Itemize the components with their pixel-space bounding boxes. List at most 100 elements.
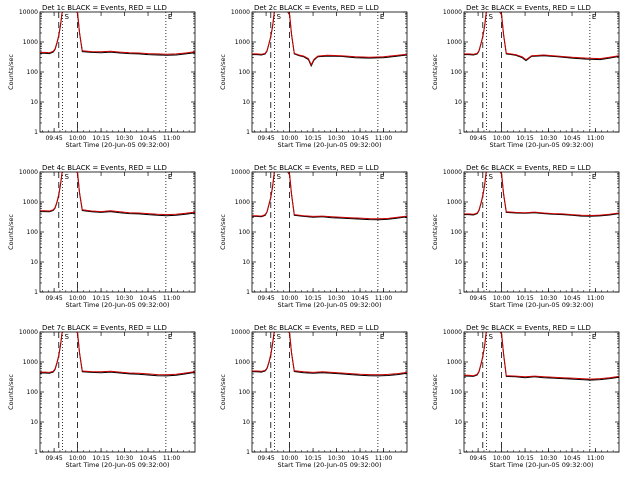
y-axis-label: Counts/sec bbox=[7, 54, 15, 90]
y-tick-label: 1000 bbox=[235, 199, 250, 206]
y-tick-label: 1 bbox=[34, 129, 38, 136]
x-tick-label: 10:00 bbox=[69, 135, 86, 142]
series-line-lld bbox=[464, 12, 619, 61]
series-line-lld bbox=[40, 172, 195, 216]
y-tick-label: 1000 bbox=[447, 359, 462, 366]
y-tick-label: 10000 bbox=[443, 9, 462, 16]
y-tick-label: 1000 bbox=[23, 199, 38, 206]
panel-2: Det 2c BLACK = Events, RED = LLD 1 10 100 10… bbox=[219, 4, 408, 149]
series-line-lld bbox=[252, 172, 407, 220]
x-tick-label: 10:15 bbox=[304, 455, 321, 462]
x-tick-label: 10:45 bbox=[351, 135, 368, 142]
y-tick-label: 1000 bbox=[23, 39, 38, 46]
x-axis-label: Start Time (20-Jun-05 09:32:00) bbox=[278, 141, 382, 149]
y-axis-label: Counts/sec bbox=[219, 374, 227, 410]
marker-label: E bbox=[380, 173, 384, 181]
y-tick-label: 100 bbox=[239, 69, 251, 76]
x-tick-label: 11:00 bbox=[163, 455, 180, 462]
x-tick-label: 10:15 bbox=[516, 135, 533, 142]
x-tick-label: 10:30 bbox=[328, 455, 345, 462]
y-tick-label: 1 bbox=[246, 449, 250, 456]
marker-label: S bbox=[65, 333, 70, 341]
x-tick-label: 10:45 bbox=[139, 135, 156, 142]
plot-frame bbox=[39, 171, 196, 293]
y-tick-label: 10 bbox=[30, 99, 38, 106]
y-tick-label: 1 bbox=[458, 129, 462, 136]
panel-1: Det 1c BLACK = Events, RED = LLD 1 10 100 10… bbox=[7, 4, 196, 149]
x-axis-label: Start Time (20-Jun-05 09:32:00) bbox=[490, 301, 594, 309]
x-tick-label: 10:30 bbox=[116, 135, 133, 142]
y-tick-label: 100 bbox=[451, 389, 463, 396]
series-group bbox=[464, 332, 619, 381]
marker-label: E bbox=[380, 13, 384, 21]
y-tick-label: 100 bbox=[239, 389, 251, 396]
x-tick-label: 10:30 bbox=[116, 295, 133, 302]
x-tick-label: 10:00 bbox=[281, 135, 298, 142]
y-tick-label: 100 bbox=[451, 69, 463, 76]
x-tick-label: 10:15 bbox=[92, 135, 109, 142]
y-tick-label: 100 bbox=[451, 229, 463, 236]
marker-label: S bbox=[489, 333, 494, 341]
y-axis-label: Counts/sec bbox=[7, 374, 15, 410]
y-tick-label: 1000 bbox=[235, 359, 250, 366]
plot-frame bbox=[39, 331, 196, 453]
panel-3: Det 3c BLACK = Events, RED = LLD 1 10 100 10… bbox=[431, 4, 620, 149]
marker-label: E bbox=[592, 13, 596, 21]
plot-frame bbox=[39, 11, 196, 133]
panel-title: Det 4c BLACK = Events, RED = LLD bbox=[42, 164, 167, 172]
x-tick-label: 10:30 bbox=[540, 455, 557, 462]
marker-label: E bbox=[168, 333, 172, 341]
x-tick-label: 10:45 bbox=[563, 295, 580, 302]
plot-frame bbox=[251, 331, 408, 453]
y-tick-label: 1 bbox=[458, 289, 462, 296]
x-tick-label: 09:45 bbox=[257, 455, 274, 462]
marker-label: S bbox=[277, 333, 282, 341]
x-tick-label: 11:00 bbox=[587, 295, 604, 302]
x-tick-label: 10:30 bbox=[328, 295, 345, 302]
marker-label: S bbox=[277, 13, 282, 21]
x-tick-label: 10:30 bbox=[328, 135, 345, 142]
y-tick-label: 10000 bbox=[231, 329, 250, 336]
x-tick-label: 10:00 bbox=[493, 135, 510, 142]
marker-label: E bbox=[592, 173, 596, 181]
x-axis-label: Start Time (20-Jun-05 09:32:00) bbox=[66, 141, 170, 149]
series-group bbox=[40, 12, 195, 56]
x-tick-label: 10:00 bbox=[69, 295, 86, 302]
x-tick-label: 10:00 bbox=[493, 295, 510, 302]
series-group bbox=[252, 12, 407, 68]
series-group bbox=[40, 332, 195, 377]
panel-5: Det 5c BLACK = Events, RED = LLD 1 10 100 10… bbox=[219, 164, 408, 309]
x-tick-label: 10:45 bbox=[139, 455, 156, 462]
x-tick-label: 09:45 bbox=[45, 455, 62, 462]
y-tick-label: 100 bbox=[27, 389, 39, 396]
panel-title: Det 3c BLACK = Events, RED = LLD bbox=[466, 4, 591, 12]
marker-label: E bbox=[380, 333, 384, 341]
series-line-lld bbox=[40, 12, 195, 55]
x-tick-label: 09:45 bbox=[257, 135, 274, 142]
marker-label: S bbox=[65, 173, 70, 181]
panel-title: Det 2c BLACK = Events, RED = LLD bbox=[254, 4, 379, 12]
y-tick-label: 10000 bbox=[443, 329, 462, 336]
plot-frame bbox=[463, 171, 620, 293]
marker-label: S bbox=[277, 173, 282, 181]
panel-7: Det 7c BLACK = Events, RED = LLD 1 10 100 10… bbox=[7, 324, 196, 469]
x-tick-label: 10:15 bbox=[304, 295, 321, 302]
x-tick-label: 10:00 bbox=[281, 295, 298, 302]
x-axis-label: Start Time (20-Jun-05 09:32:00) bbox=[278, 301, 382, 309]
y-tick-label: 10000 bbox=[19, 9, 38, 16]
x-tick-label: 11:00 bbox=[587, 455, 604, 462]
series-line-lld bbox=[464, 332, 619, 380]
y-axis-label: Counts/sec bbox=[431, 54, 439, 90]
y-tick-label: 10 bbox=[454, 419, 462, 426]
y-axis-label: Counts/sec bbox=[219, 214, 227, 250]
y-tick-label: 1000 bbox=[447, 39, 462, 46]
y-tick-label: 100 bbox=[27, 229, 39, 236]
x-tick-label: 10:15 bbox=[92, 455, 109, 462]
x-axis-label: Start Time (20-Jun-05 09:32:00) bbox=[490, 461, 594, 469]
x-tick-label: 10:00 bbox=[493, 455, 510, 462]
y-tick-label: 10000 bbox=[231, 169, 250, 176]
x-tick-label: 11:00 bbox=[375, 295, 392, 302]
series-group bbox=[252, 172, 407, 221]
panel-4: Det 4c BLACK = Events, RED = LLD 1 10 100 10… bbox=[7, 164, 196, 309]
